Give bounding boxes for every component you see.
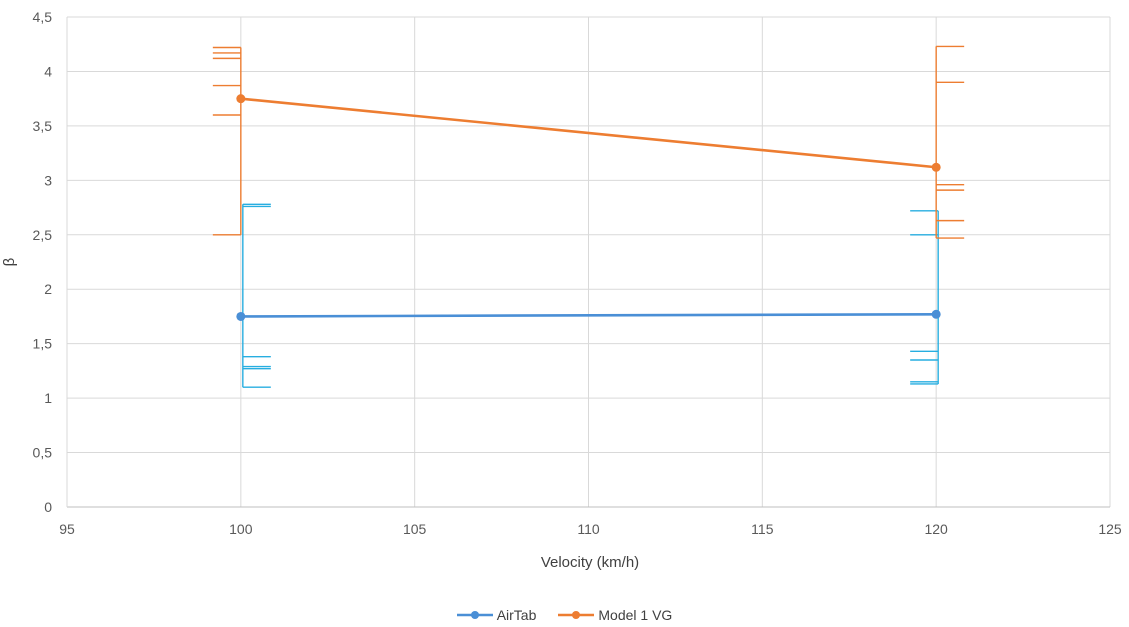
- legend-swatch-icon: [558, 611, 595, 619]
- y-axis-title: β: [1, 257, 18, 266]
- data-point: [931, 309, 941, 319]
- x-tick-label: 95: [59, 521, 75, 537]
- series-line: [240, 97, 937, 169]
- legend-swatch-icon: [456, 611, 493, 619]
- x-axis-ticks: 95 100 105 110 115 120 125: [59, 521, 1122, 537]
- legend-entry: AirTab: [456, 607, 537, 623]
- y-tick-label: 0: [44, 499, 52, 515]
- y-tick-label: 1: [44, 390, 52, 406]
- legend-label: Model 1 VG: [598, 607, 673, 623]
- series-lines: [240, 97, 937, 318]
- y-tick-label: 4,5: [33, 9, 53, 25]
- legend-swatch-marker: [572, 611, 581, 619]
- x-tick-label: 105: [403, 521, 427, 537]
- legend: AirTab Model 1 VG: [0, 604, 1129, 626]
- x-axis-title: Velocity (km/h): [541, 554, 639, 571]
- y-tick-label: 0,5: [33, 445, 53, 461]
- y-axis-ticks: 0 0,5 1 1,5 2 2,5 3 3,5 4 4,5: [33, 9, 53, 515]
- y-tick-label: 3,5: [33, 118, 53, 134]
- y-tick-label: 4: [44, 63, 52, 79]
- x-tick-label: 100: [229, 521, 253, 537]
- x-tick-label: 120: [924, 521, 948, 537]
- error-bars: [212, 45, 965, 388]
- legend-swatch-marker: [470, 611, 479, 619]
- data-point: [236, 311, 246, 321]
- data-point: [236, 94, 246, 104]
- y-tick-label: 3: [44, 172, 52, 188]
- x-tick-label: 125: [1098, 521, 1122, 537]
- x-tick-label: 110: [577, 521, 600, 537]
- x-tick-label: 115: [751, 521, 774, 537]
- data-points: [236, 94, 941, 321]
- chart-area: 0 0,5 1 1,5 2 2,5 3 3,5 4 4,5 95 100 105 110 115 120 12…: [1, 9, 1122, 571]
- legend-label: AirTab: [496, 607, 537, 623]
- gridlines: [67, 16, 1111, 507]
- y-tick-label: 2: [44, 281, 52, 297]
- y-tick-label: 1,5: [33, 336, 53, 352]
- series-line: [240, 312, 937, 318]
- plot-border: [66, 17, 1110, 508]
- y-tick-label: 2,5: [33, 227, 53, 243]
- legend-entry: Model 1 VG: [558, 607, 672, 623]
- data-point: [931, 162, 941, 172]
